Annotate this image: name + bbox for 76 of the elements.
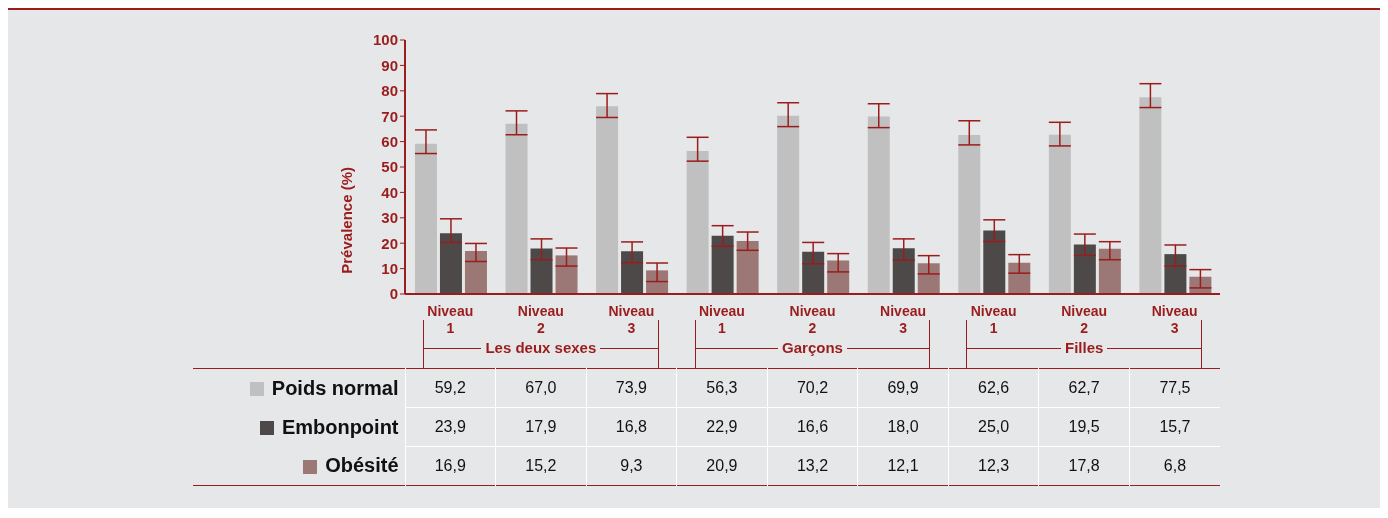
x-tick-label: Niveau 2 bbox=[789, 303, 836, 336]
x-tick-label: Niveau 3 bbox=[1151, 303, 1198, 336]
bar bbox=[530, 248, 553, 294]
legend-label: Obésité bbox=[324, 453, 400, 479]
bar bbox=[867, 116, 890, 294]
data-label: 13,2 bbox=[767, 446, 858, 486]
data-label: 15,2 bbox=[495, 446, 587, 486]
x-tick-label: Niveau 1 bbox=[427, 303, 474, 336]
bar bbox=[802, 251, 825, 294]
bar bbox=[711, 235, 734, 294]
bar bbox=[983, 230, 1006, 294]
bar bbox=[686, 151, 709, 294]
data-label: 62,7 bbox=[1038, 368, 1130, 408]
bar bbox=[1098, 248, 1121, 294]
y-tick-label: 20 bbox=[381, 234, 398, 252]
data-label: 19,5 bbox=[1038, 407, 1130, 447]
data-label: 15,7 bbox=[1129, 407, 1220, 447]
legend-label: Embonpoint bbox=[280, 414, 400, 440]
bar bbox=[555, 255, 578, 294]
y-tick-label: 60 bbox=[381, 132, 398, 150]
x-tick-label: Niveau 3 bbox=[608, 303, 655, 336]
y-tick-label: 100 bbox=[372, 31, 398, 49]
bar bbox=[958, 135, 981, 294]
y-tick-label: 30 bbox=[381, 209, 398, 227]
bar bbox=[1048, 134, 1071, 294]
data-label: 25,0 bbox=[948, 407, 1039, 447]
data-label: 9,3 bbox=[586, 446, 677, 486]
bar bbox=[464, 251, 487, 294]
data-label: 18,0 bbox=[857, 407, 949, 447]
y-tick-label: 50 bbox=[381, 158, 398, 176]
x-tick-label: Niveau 1 bbox=[970, 303, 1017, 336]
data-label: 23,9 bbox=[405, 407, 496, 447]
x-tick-label: Niveau 3 bbox=[880, 303, 927, 336]
data-label: 59,2 bbox=[405, 368, 496, 408]
data-label: 16,9 bbox=[405, 446, 496, 486]
bar bbox=[777, 115, 800, 294]
data-label: 6,8 bbox=[1129, 446, 1220, 486]
data-label: 16,8 bbox=[586, 407, 677, 447]
y-tick-label: 40 bbox=[381, 183, 398, 201]
y-tick-label: 70 bbox=[381, 107, 398, 125]
text: Filles bbox=[1060, 339, 1108, 356]
y-tick-label: 80 bbox=[381, 82, 398, 100]
data-label: 17,8 bbox=[1038, 446, 1130, 486]
y-tick-label: 10 bbox=[381, 259, 398, 277]
data-label: 69,9 bbox=[857, 368, 949, 408]
x-tick-label: Niveau 2 bbox=[517, 303, 564, 336]
y-tick-label: 90 bbox=[381, 56, 398, 74]
data-label: 56,3 bbox=[676, 368, 768, 408]
data-label: 20,9 bbox=[676, 446, 768, 486]
bar bbox=[505, 123, 528, 294]
legend-label: Poids normal bbox=[270, 375, 400, 401]
data-label: 17,9 bbox=[495, 407, 587, 447]
y-axis-title: Prévalence (%) bbox=[338, 167, 356, 274]
y-tick-label: 0 bbox=[389, 285, 398, 303]
data-label: 70,2 bbox=[767, 368, 858, 408]
x-tick-label: Niveau 1 bbox=[698, 303, 745, 336]
text: Les deux sexes bbox=[481, 339, 601, 356]
data-label: 12,1 bbox=[857, 446, 949, 486]
data-label: 62,6 bbox=[948, 368, 1039, 408]
bar bbox=[439, 233, 462, 294]
data-label: 73,9 bbox=[586, 368, 677, 408]
data-label: 77,5 bbox=[1129, 368, 1220, 408]
bar bbox=[892, 248, 915, 294]
bar bbox=[1073, 244, 1096, 294]
data-label: 22,9 bbox=[676, 407, 768, 447]
bar bbox=[1139, 97, 1162, 294]
bar bbox=[596, 106, 619, 294]
data-label: 12,3 bbox=[948, 446, 1039, 486]
bar bbox=[917, 263, 940, 294]
bar bbox=[736, 240, 759, 294]
text: Garçons bbox=[778, 339, 847, 356]
bar bbox=[414, 143, 437, 294]
x-tick-label: Niveau 2 bbox=[1061, 303, 1108, 336]
data-label: 16,6 bbox=[767, 407, 858, 447]
bar bbox=[1164, 254, 1187, 294]
data-label: 67,0 bbox=[495, 368, 587, 408]
